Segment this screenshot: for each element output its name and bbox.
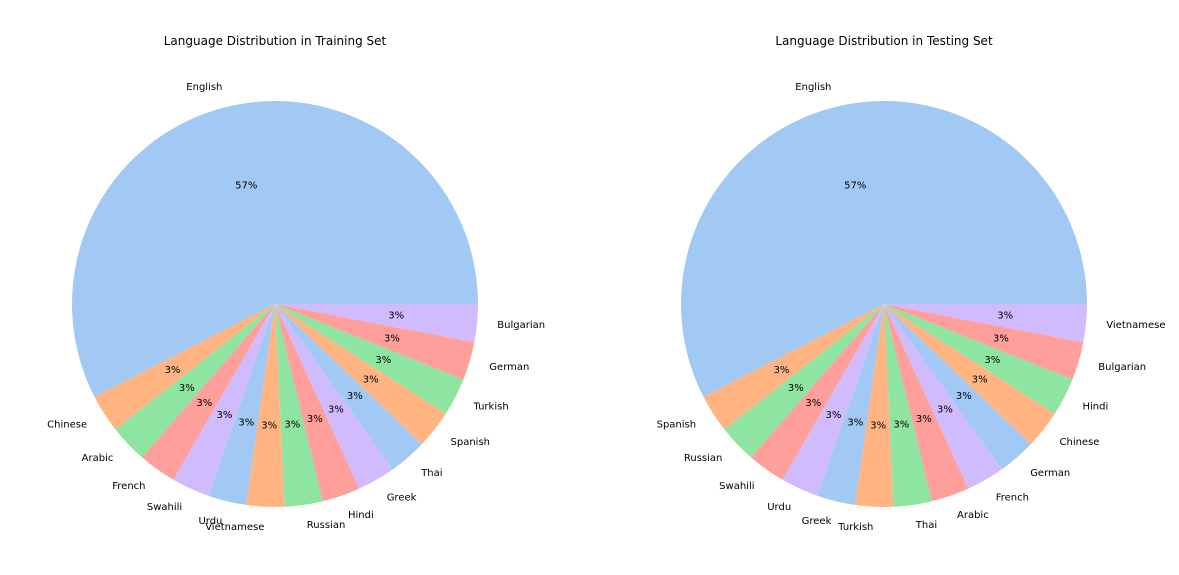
testing-pct-hindi: 3%: [984, 355, 1000, 366]
training-slice-english: [72, 100, 479, 398]
testing-pct-french: 3%: [937, 405, 953, 416]
testing-slice-german: [884, 304, 1031, 470]
training-slice-greek: [275, 304, 393, 489]
training-chart-title: Language Distribution in Training Set: [164, 34, 387, 48]
training-label-vietnamese: Vietnamese: [205, 522, 264, 533]
training-pct-french: 3%: [196, 398, 212, 409]
training-slice-arabic: [115, 304, 276, 458]
testing-label-bulgarian: Bulgarian: [1098, 362, 1146, 373]
testing-pie-slices: English 57% Spanish 3% Russian 3% Swahili 3% Urd…: [657, 82, 1166, 533]
training-pie-chart: Language Distribution in Training Set En…: [47, 34, 545, 533]
testing-label-russian: Russian: [684, 453, 723, 464]
training-pct-arabic: 3%: [179, 383, 195, 394]
training-label-russian: Russian: [307, 520, 346, 531]
testing-slice-english: [681, 100, 1087, 398]
testing-label-vietnamese: Vietnamese: [1106, 320, 1165, 331]
training-label-greek: Greek: [387, 492, 417, 503]
training-label-french: French: [112, 481, 145, 492]
training-slice-vietnamese: [246, 304, 285, 507]
training-pct-chinese: 3%: [165, 365, 181, 376]
testing-pct-vietnamese: 3%: [997, 311, 1013, 322]
testing-label-urdu: Urdu: [767, 502, 791, 513]
training-pct-english: 57%: [235, 181, 257, 192]
training-pct-swahili: 3%: [216, 410, 232, 421]
testing-slice-vietnamese: [884, 304, 1087, 343]
testing-slice-hindi: [884, 304, 1073, 414]
testing-label-greek: Greek: [802, 516, 832, 527]
training-pct-spanish: 3%: [363, 374, 379, 385]
training-label-hindi: Hindi: [348, 510, 374, 521]
testing-slice-chinese: [884, 304, 1055, 445]
testing-pct-chinese: 3%: [972, 374, 988, 385]
testing-label-thai: Thai: [915, 520, 937, 531]
testing-pct-turkish: 3%: [870, 421, 886, 432]
training-label-spanish: Spanish: [451, 437, 491, 448]
testing-slice-turkish: [855, 304, 894, 507]
training-pct-turkish: 3%: [375, 355, 391, 366]
training-label-swahili: Swahili: [147, 502, 182, 513]
training-slice-german: [275, 304, 475, 380]
testing-label-german: German: [1030, 468, 1070, 479]
testing-pct-bulgarian: 3%: [993, 333, 1009, 344]
training-pct-thai: 3%: [347, 391, 363, 402]
testing-slice-urdu: [782, 304, 884, 496]
testing-chart-title: Language Distribution in Testing Set: [775, 34, 993, 48]
testing-slice-spanish: [703, 304, 884, 430]
testing-pct-russian: 3%: [788, 383, 804, 394]
testing-slice-bulgarian: [884, 304, 1084, 380]
training-pct-bulgarian: 3%: [388, 311, 404, 322]
training-pie-slices: English 57% Chinese 3% Arabic 3% French 3% Swahi…: [47, 82, 545, 533]
testing-label-french: French: [996, 492, 1029, 503]
testing-pct-spanish: 3%: [774, 365, 790, 376]
training-label-turkish: Turkish: [473, 401, 509, 412]
training-pct-urdu: 3%: [238, 417, 254, 428]
testing-pie-chart: Language Distribution in Testing Set Eng…: [657, 34, 1166, 533]
testing-pct-greek: 3%: [847, 417, 863, 428]
training-slice-french: [142, 304, 275, 480]
testing-slice-swahili: [751, 304, 884, 480]
testing-label-swahili: Swahili: [719, 481, 754, 492]
training-slice-thai: [275, 304, 422, 470]
testing-slice-russian: [724, 304, 884, 458]
training-label-english: English: [186, 82, 222, 93]
testing-slice-arabic: [884, 304, 969, 502]
training-slice-russian: [275, 304, 323, 507]
testing-pct-swahili: 3%: [805, 398, 821, 409]
testing-pct-arabic: 3%: [916, 414, 932, 425]
training-label-arabic: Arabic: [82, 453, 114, 464]
testing-slice-greek: [817, 304, 884, 505]
training-slice-hindi: [275, 304, 360, 502]
testing-pct-german: 3%: [956, 391, 972, 402]
training-slice-spanish: [275, 304, 446, 445]
training-label-german: German: [489, 362, 529, 373]
training-slice-urdu: [208, 304, 275, 505]
testing-pct-thai: 3%: [893, 420, 909, 431]
testing-label-english: English: [795, 82, 831, 93]
testing-slice-french: [884, 304, 1002, 489]
testing-label-arabic: Arabic: [957, 510, 989, 521]
training-label-chinese: Chinese: [47, 420, 87, 431]
training-pct-hindi: 3%: [307, 414, 323, 425]
training-slice-turkish: [275, 304, 464, 414]
testing-pct-english: 57%: [844, 181, 866, 192]
training-pct-german: 3%: [384, 333, 400, 344]
training-pct-vietnamese: 3%: [261, 421, 277, 432]
training-slice-swahili: [173, 304, 275, 496]
testing-label-chinese: Chinese: [1060, 437, 1100, 448]
training-pct-russian: 3%: [284, 420, 300, 431]
training-slice-chinese: [94, 304, 275, 430]
testing-slice-thai: [884, 304, 932, 507]
training-label-urdu: Urdu: [198, 516, 222, 527]
testing-label-spanish: Spanish: [657, 420, 697, 431]
testing-label-turkish: Turkish: [837, 522, 873, 533]
testing-label-hindi: Hindi: [1083, 401, 1109, 412]
training-pct-greek: 3%: [328, 405, 344, 416]
training-label-bulgarian: Bulgarian: [497, 320, 545, 331]
testing-pct-urdu: 3%: [825, 410, 841, 421]
training-slice-bulgarian: [275, 304, 478, 343]
training-label-thai: Thai: [420, 468, 442, 479]
